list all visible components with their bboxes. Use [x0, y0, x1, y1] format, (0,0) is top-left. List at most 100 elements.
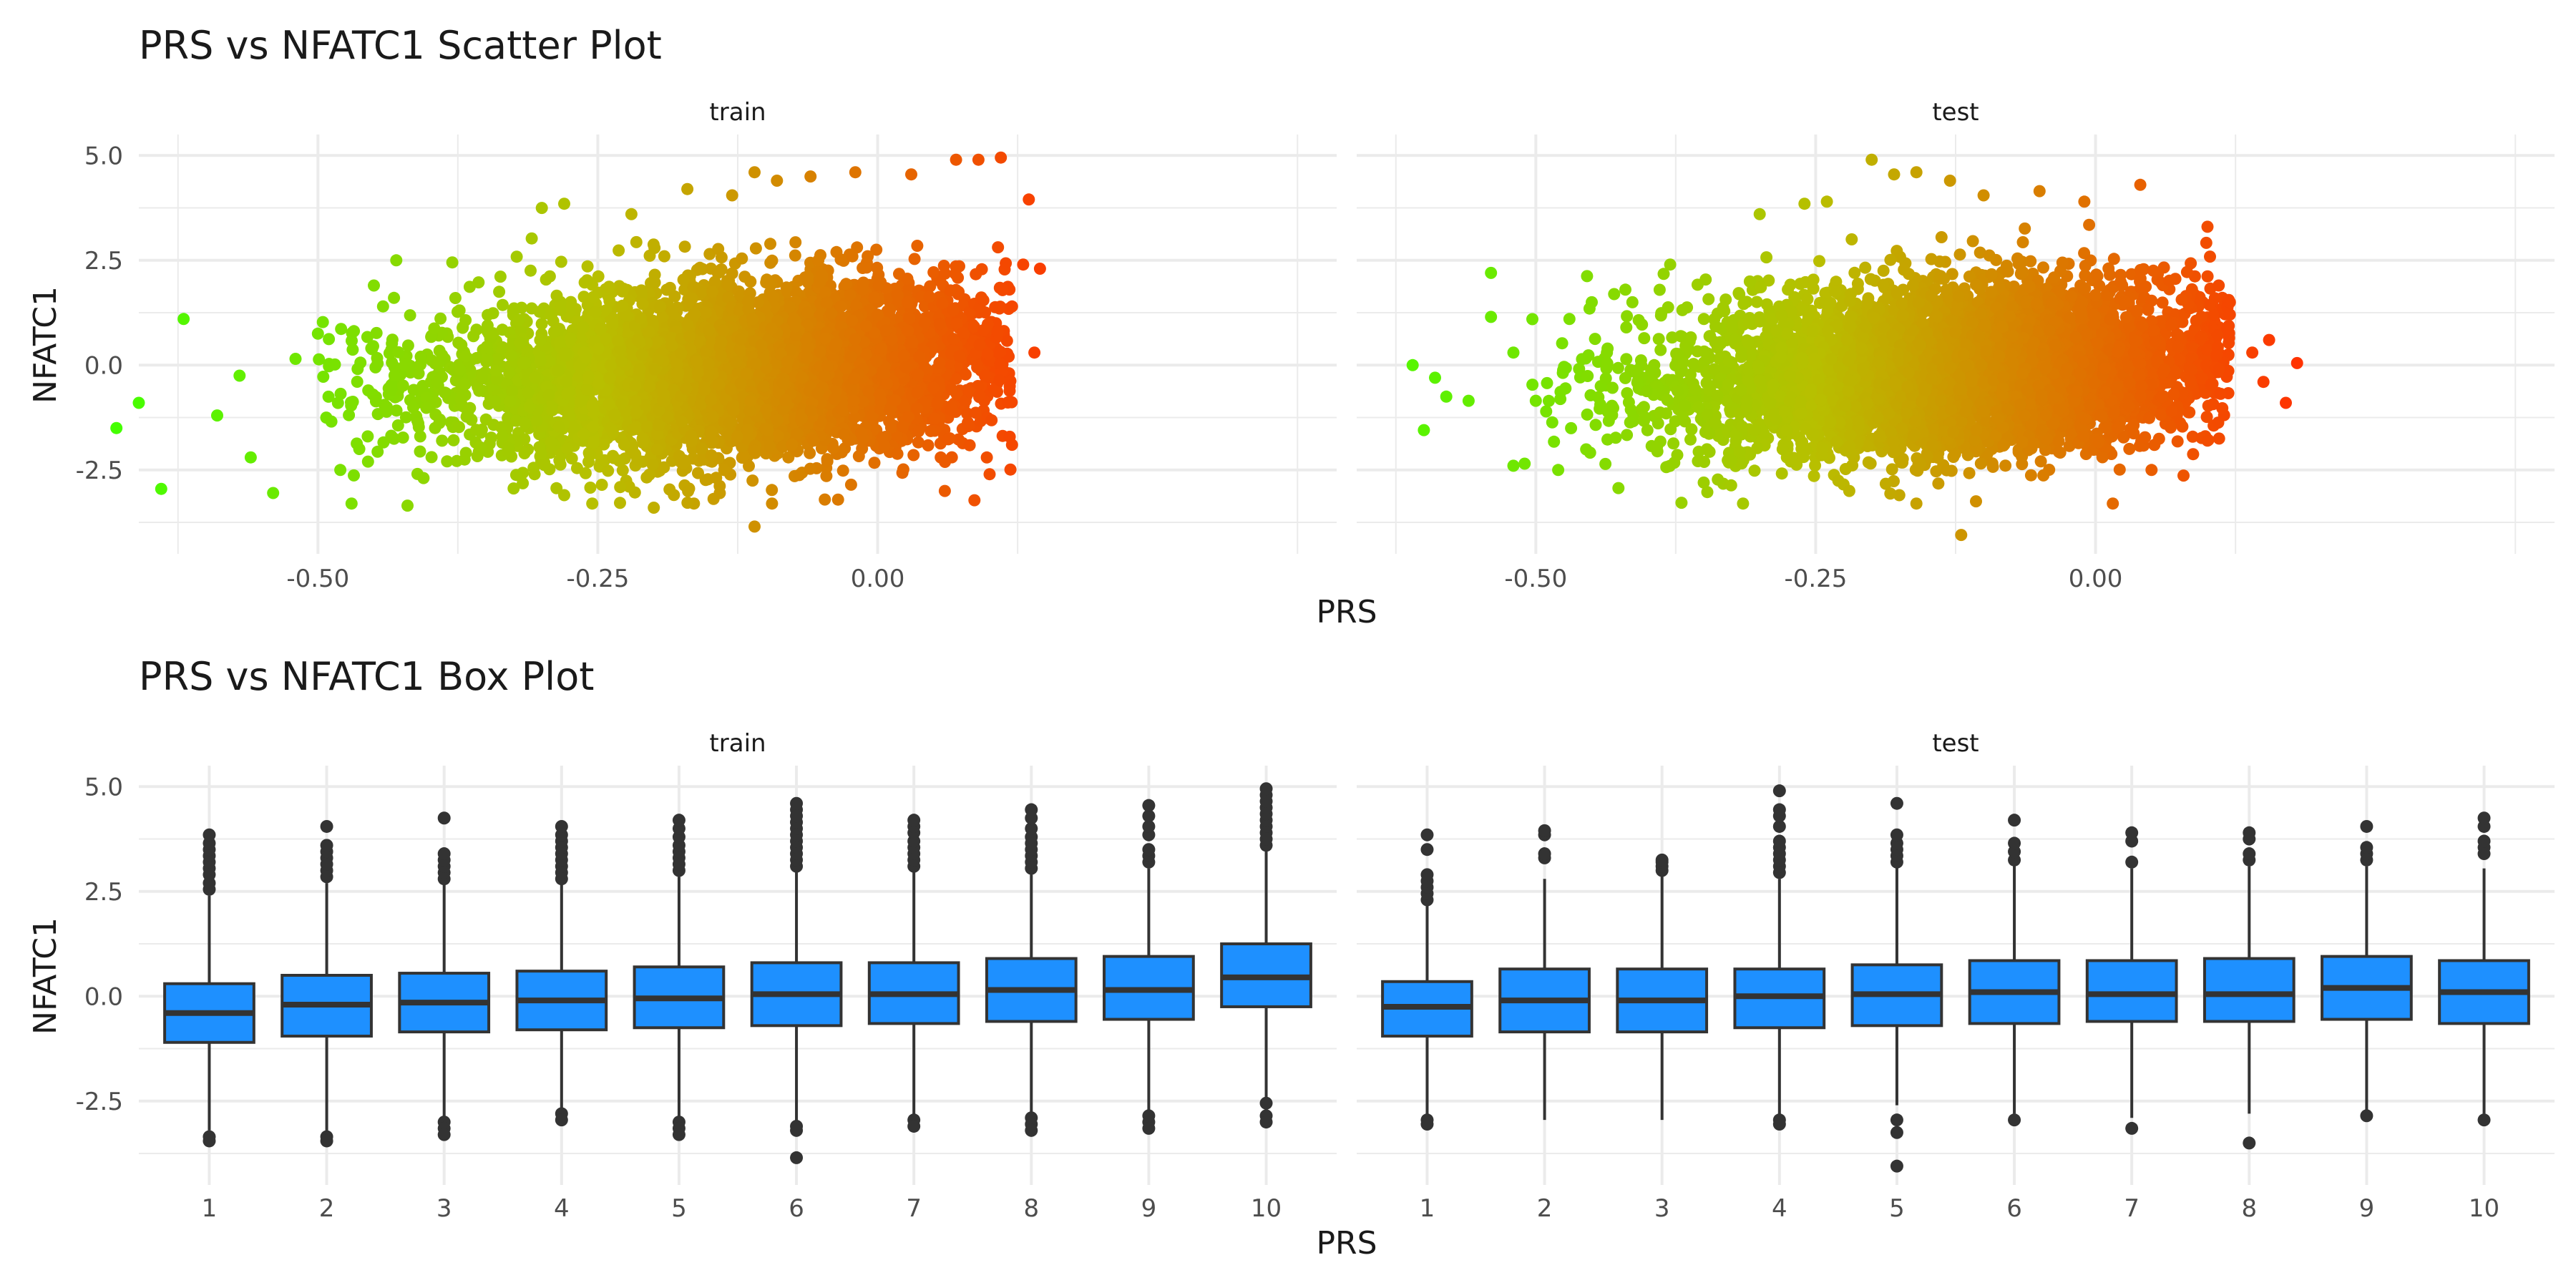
- scatter-point: [700, 306, 712, 319]
- scatter-point: [371, 357, 384, 370]
- scatter-point: [736, 252, 748, 265]
- scatter-point: [414, 445, 426, 458]
- scatter-point: [975, 291, 987, 304]
- scatter-point: [927, 266, 940, 278]
- scatter-point: [870, 355, 883, 368]
- scatter-point: [828, 393, 841, 406]
- scatter-point: [693, 261, 706, 274]
- scatter-point: [580, 351, 592, 364]
- scatter-point: [749, 242, 762, 255]
- scatter-point: [784, 301, 796, 313]
- scatter-point: [459, 314, 472, 326]
- scatter-point: [510, 250, 523, 263]
- scatter-point: [681, 497, 694, 509]
- scatter-point: [454, 363, 467, 376]
- scatter-point: [530, 414, 543, 427]
- scatter-point: [614, 481, 627, 494]
- scatter-point: [602, 280, 615, 293]
- scatter-point: [362, 384, 375, 397]
- scatter-point: [768, 301, 781, 313]
- scatter-point: [554, 458, 567, 471]
- scatter-point: [365, 342, 378, 355]
- scatter-point: [351, 363, 364, 376]
- scatter-point: [351, 376, 364, 388]
- scatter-point: [525, 232, 538, 245]
- scatter-point: [436, 434, 449, 447]
- scatter-point: [844, 478, 857, 491]
- scatter-point: [602, 464, 615, 477]
- scatter-point: [834, 253, 847, 266]
- scatter-point: [584, 482, 597, 494]
- scatter-point: [504, 349, 517, 362]
- scatter-point: [351, 437, 364, 450]
- scatter-point: [665, 304, 678, 317]
- scatter-point: [420, 401, 433, 414]
- scatter-point: [945, 403, 957, 416]
- scatter-point: [425, 451, 438, 464]
- scatter-point: [439, 386, 452, 399]
- scatter-point: [525, 264, 537, 277]
- scatter-point: [870, 243, 883, 256]
- scatter-point: [586, 497, 599, 510]
- scatter-point: [335, 323, 348, 336]
- scatter-point: [613, 244, 625, 257]
- scatter-point: [555, 255, 567, 268]
- scatter-point: [417, 472, 430, 484]
- scatter-point: [653, 300, 666, 313]
- scatter-point: [646, 458, 659, 471]
- scatter-point: [705, 449, 718, 462]
- scatter-point: [766, 497, 779, 510]
- scatter-point: [616, 285, 629, 298]
- scatter-point: [883, 305, 895, 318]
- scatter-point: [721, 278, 734, 291]
- scatter-point: [837, 428, 850, 441]
- scatter-point: [902, 324, 914, 337]
- scatter-point: [889, 394, 902, 406]
- scatter-point: [814, 346, 826, 358]
- scatter-point: [771, 414, 784, 426]
- scatter-point: [970, 268, 982, 280]
- scatter-point: [829, 338, 842, 351]
- scatter-point: [906, 336, 919, 349]
- scatter-point: [407, 401, 419, 414]
- scatter-point: [487, 307, 499, 320]
- scatter-point: [581, 260, 594, 273]
- scatter-point: [836, 464, 849, 477]
- scatter-point: [587, 291, 600, 303]
- scatter-point: [789, 286, 802, 298]
- scatter-point: [455, 338, 468, 351]
- scatter-point: [323, 333, 336, 346]
- scatter-point: [550, 289, 563, 302]
- scatter-point: [434, 413, 447, 426]
- scatter-point: [647, 238, 660, 251]
- scatter-point: [991, 326, 1004, 338]
- scatter-point: [891, 447, 904, 460]
- scatter-point: [535, 447, 547, 460]
- scatter-point: [325, 415, 338, 428]
- scatter-point: [545, 436, 557, 449]
- scatter-point: [432, 356, 445, 369]
- scatter-panel-train: train: [110, 98, 1337, 554]
- scatter-point: [459, 378, 472, 391]
- scatter-point: [846, 250, 859, 263]
- scatter-point: [912, 436, 924, 449]
- scatter-point: [603, 295, 616, 307]
- scatter-point: [577, 321, 590, 333]
- scatter-point: [804, 462, 816, 475]
- scatter-point: [453, 421, 465, 434]
- scatter-point: [1000, 334, 1013, 347]
- scatter-point: [1004, 463, 1017, 476]
- scatter-point: [715, 251, 728, 264]
- scatter-point: [723, 416, 736, 429]
- scatter-point: [963, 439, 976, 452]
- scatter-point: [371, 445, 384, 458]
- scatter-point: [607, 426, 620, 439]
- scatter-point: [746, 474, 759, 487]
- scatter-point: [562, 406, 575, 419]
- scatter-panel-train-strip: train: [709, 98, 766, 127]
- scatter-point: [528, 468, 541, 481]
- scatter-point: [414, 351, 427, 363]
- scatter-point: [801, 270, 814, 283]
